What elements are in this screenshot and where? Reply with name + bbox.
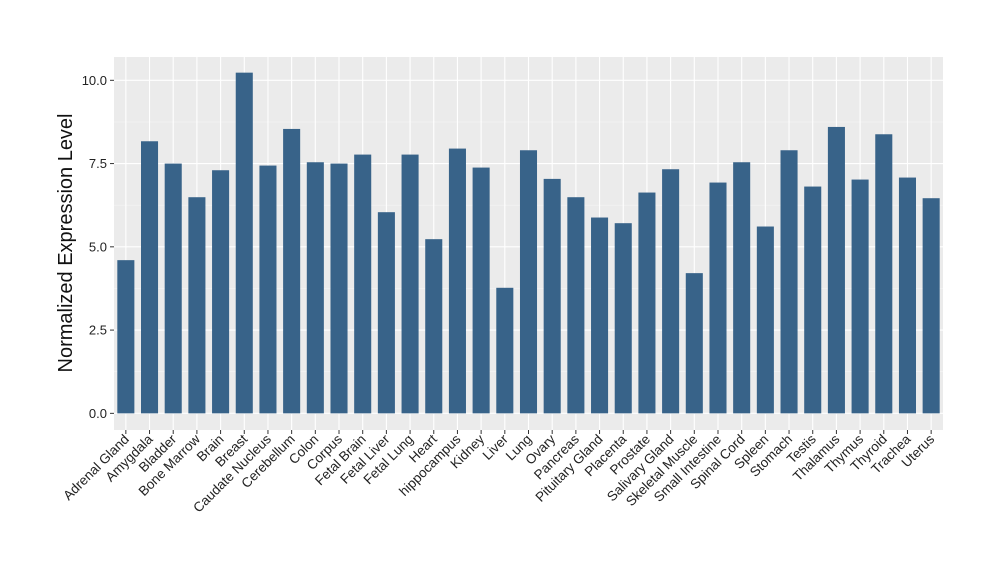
bar — [425, 239, 443, 414]
y-tick-label: 2.5 — [89, 323, 107, 338]
bar — [472, 167, 490, 414]
bar — [377, 212, 395, 414]
y-tick-label: 0.0 — [89, 406, 107, 421]
bar — [448, 148, 466, 414]
y-tick-label: 5.0 — [89, 239, 107, 254]
bar — [306, 162, 324, 414]
bar — [188, 197, 206, 414]
y-axis-title: Normalized Expression Level — [55, 113, 77, 372]
bars — [117, 72, 940, 414]
bar — [614, 223, 632, 414]
bar — [922, 198, 940, 414]
bar — [851, 179, 869, 414]
bar — [827, 126, 845, 414]
bar — [354, 154, 372, 414]
bar — [780, 150, 798, 414]
bar — [733, 162, 751, 414]
bar — [117, 260, 135, 414]
bar — [638, 192, 656, 414]
bar — [662, 169, 680, 414]
bar — [164, 163, 182, 414]
bar — [401, 154, 419, 414]
y-tick-label: 7.5 — [89, 156, 107, 171]
bar — [685, 273, 703, 414]
bar — [235, 72, 253, 414]
bar — [804, 186, 822, 414]
bar — [875, 134, 893, 414]
bar — [283, 128, 301, 414]
bar — [496, 287, 514, 414]
bar — [259, 165, 277, 414]
bar — [543, 178, 561, 414]
bar — [709, 182, 727, 414]
y-tick-label: 10.0 — [82, 73, 107, 88]
bar — [330, 163, 348, 414]
bar — [212, 170, 230, 414]
bar — [567, 197, 585, 414]
bar — [519, 150, 538, 414]
bar — [591, 217, 609, 414]
bar — [898, 177, 916, 414]
bar — [141, 141, 159, 414]
y-axis: 0.0 2.5 5.0 7.5 10.0 — [82, 73, 114, 421]
bar — [756, 226, 774, 414]
